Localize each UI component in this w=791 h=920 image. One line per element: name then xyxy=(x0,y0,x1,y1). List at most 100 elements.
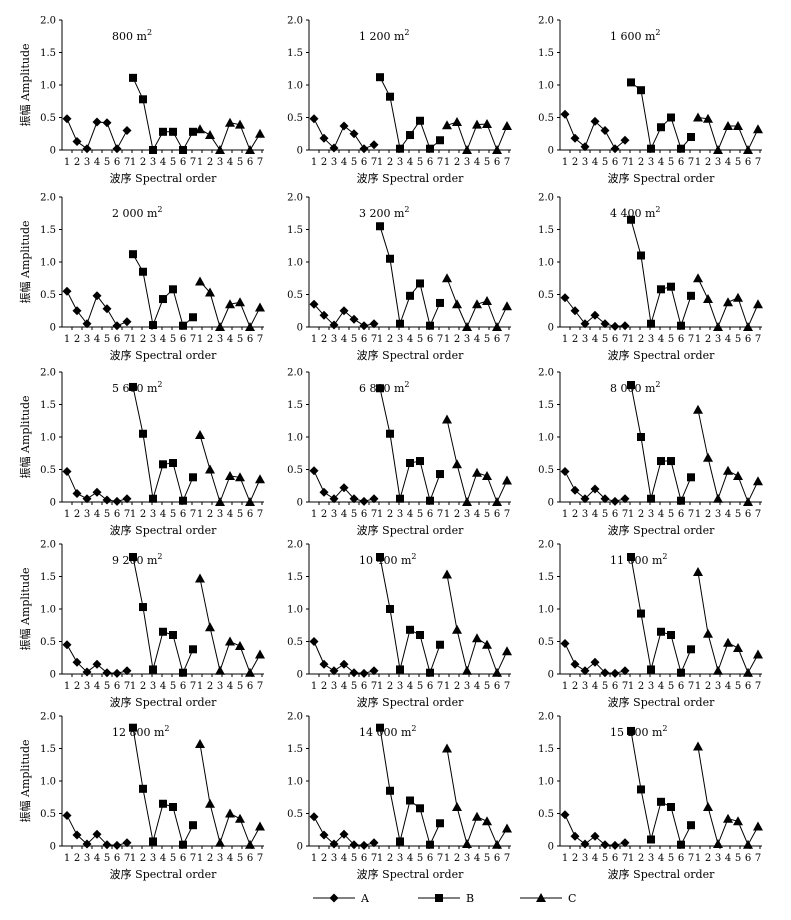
x-tick-label: 7 xyxy=(688,157,694,168)
data-point-A-4 xyxy=(590,484,600,494)
data-point-A-4 xyxy=(92,487,102,497)
data-point-B-3 xyxy=(647,319,655,328)
data-point-A-5 xyxy=(349,494,359,504)
series-B xyxy=(627,381,695,505)
data-point-A-5 xyxy=(349,840,359,850)
x-axis-label: 波序 Spectral order xyxy=(357,523,464,537)
x-tick-label: 7 xyxy=(622,334,628,345)
y-tick-label: 2.0 xyxy=(40,193,56,204)
x-tick-label: 1 xyxy=(130,509,136,520)
y-tick-label: 1.5 xyxy=(287,48,303,59)
data-point-A-3 xyxy=(329,143,339,153)
x-tick-label: 1 xyxy=(130,681,136,692)
data-point-C-4 xyxy=(472,467,482,477)
data-point-A-4 xyxy=(339,659,349,669)
y-tick-label: 1.5 xyxy=(538,400,554,411)
x-tick-label: 5 xyxy=(351,509,357,520)
chart-title: 1 600 m2 xyxy=(610,28,661,43)
data-point-C-7 xyxy=(753,649,763,659)
series-A xyxy=(560,293,630,331)
data-point-B-3 xyxy=(647,835,655,844)
data-point-A-5 xyxy=(349,129,359,139)
x-tick-label: 3 xyxy=(84,853,90,864)
y-tick-label: 1.0 xyxy=(538,258,554,269)
data-point-C-2 xyxy=(205,622,215,632)
x-tick-label: 6 xyxy=(361,853,367,864)
data-point-A-6 xyxy=(112,144,122,154)
data-point-C-3 xyxy=(215,497,225,506)
x-tick-label: 3 xyxy=(582,853,588,864)
data-point-B-3 xyxy=(149,321,157,330)
x-tick-label: 3 xyxy=(715,157,721,168)
data-point-C-2 xyxy=(703,802,713,811)
data-point-A-1 xyxy=(560,293,570,303)
x-tick-label: 5 xyxy=(602,157,608,168)
x-tick-label: 6 xyxy=(247,853,253,864)
data-point-C-2 xyxy=(205,798,215,808)
y-tick-label: 0 xyxy=(50,323,56,334)
data-point-B-6 xyxy=(677,144,685,153)
x-tick-label: 6 xyxy=(114,853,120,864)
chart-panel-11: 00.51.01.52.01 2 3 4 5 6 7 1 2 3 4 5 6 7 1 2 3 4 5 6 710 400… xyxy=(287,540,512,709)
chart-title: 10 400 m2 xyxy=(359,552,417,567)
x-tick-label: 3 xyxy=(464,157,470,168)
data-point-B-1 xyxy=(129,723,137,732)
x-tick-label: 7 xyxy=(190,853,196,864)
x-tick-label: 3 xyxy=(397,681,403,692)
x-axis-label: 波序 Spectral order xyxy=(608,695,715,709)
chart-panel-3: 00.51.01.52.01 2 3 4 5 6 7 1 2 3 4 5 6 7 1 2 3 4 5 6 71 600 … xyxy=(538,16,763,185)
data-point-B-2 xyxy=(139,603,147,612)
x-tick-label: 4 xyxy=(725,509,731,520)
x-tick-label: 4 xyxy=(725,681,731,692)
data-point-B-3 xyxy=(396,494,404,503)
x-tick-label: 2 xyxy=(140,681,146,692)
data-point-B-3 xyxy=(149,494,157,503)
y-tick-label: 0.5 xyxy=(40,809,56,820)
x-tick-label: 1 xyxy=(130,853,136,864)
data-point-B-1 xyxy=(129,73,137,82)
series-A xyxy=(309,812,379,850)
data-point-C-4 xyxy=(723,120,733,130)
x-tick-label: 2 xyxy=(74,157,80,168)
x-tick-label: 6 xyxy=(678,681,684,692)
legend: A B C xyxy=(313,892,576,905)
x-tick-label: 1 xyxy=(562,509,568,520)
data-point-B-7 xyxy=(189,127,197,136)
x-tick-label: 7 xyxy=(124,157,130,168)
x-tick-label: 3 xyxy=(648,853,654,864)
x-tick-label: 7 xyxy=(257,681,263,692)
x-tick-label: 2 xyxy=(572,681,578,692)
data-point-A-7 xyxy=(122,126,132,135)
data-point-C-4 xyxy=(225,636,235,646)
series-line xyxy=(630,384,692,503)
x-tick-label: 7 xyxy=(257,509,263,520)
series-B xyxy=(129,723,197,849)
x-tick-label: 5 xyxy=(484,334,490,345)
data-point-B-3 xyxy=(396,319,404,328)
x-tick-label: 5 xyxy=(417,509,423,520)
x-axis-label: 波序 Spectral order xyxy=(110,695,217,709)
x-tick-label: 5 xyxy=(668,157,674,168)
data-point-B-7 xyxy=(189,473,197,482)
data-point-B-4 xyxy=(406,131,414,140)
series-C xyxy=(195,573,265,677)
x-tick-label: 2 xyxy=(74,853,80,864)
data-point-C-2 xyxy=(205,287,215,297)
x-tick-label: 2 xyxy=(705,853,711,864)
x-tick-label: 2 xyxy=(140,157,146,168)
x-tick-label: 7 xyxy=(257,157,263,168)
data-point-C-1 xyxy=(442,414,452,424)
series-B xyxy=(129,553,197,677)
series-A xyxy=(62,810,132,850)
data-point-C-1 xyxy=(442,273,452,283)
data-point-A-7 xyxy=(620,135,630,145)
x-tick-label: 2 xyxy=(207,681,213,692)
x-tick-label: 3 xyxy=(150,681,156,692)
data-point-A-2 xyxy=(72,657,82,667)
x-tick-label: 7 xyxy=(622,681,628,692)
x-tick-label: 6 xyxy=(427,157,433,168)
y-tick-label: 0.5 xyxy=(287,290,303,301)
data-point-A-2 xyxy=(570,133,580,143)
x-tick-label: 7 xyxy=(755,853,761,864)
data-point-A-5 xyxy=(600,840,610,850)
